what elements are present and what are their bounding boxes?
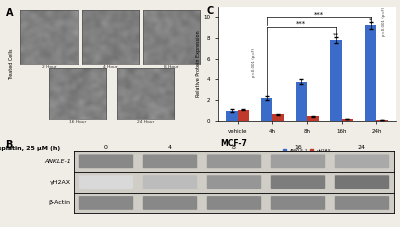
Text: 24 Hour: 24 Hour <box>136 120 154 124</box>
Text: ***: *** <box>314 11 324 17</box>
FancyBboxPatch shape <box>271 196 325 210</box>
Bar <box>307 116 318 121</box>
Bar <box>296 81 307 121</box>
FancyBboxPatch shape <box>143 196 197 210</box>
Text: *: * <box>369 18 372 23</box>
FancyBboxPatch shape <box>143 154 197 168</box>
FancyBboxPatch shape <box>271 175 325 189</box>
FancyBboxPatch shape <box>271 154 325 168</box>
Text: γH2AX: γH2AX <box>50 180 71 185</box>
Text: 4 Hour: 4 Hour <box>103 65 118 69</box>
Text: Treated Cells: Treated Cells <box>9 48 14 80</box>
FancyBboxPatch shape <box>335 196 389 210</box>
Text: A: A <box>6 8 14 18</box>
Text: B: B <box>5 140 12 150</box>
Y-axis label: Relative Protein Expression: Relative Protein Expression <box>196 31 201 97</box>
FancyBboxPatch shape <box>79 175 133 189</box>
FancyBboxPatch shape <box>335 175 389 189</box>
Text: p<0.001 (p=F): p<0.001 (p=F) <box>252 48 256 77</box>
Text: ANKLE-1: ANKLE-1 <box>44 159 71 164</box>
Text: 2 Hour: 2 Hour <box>42 65 56 69</box>
Bar <box>365 25 376 121</box>
FancyBboxPatch shape <box>79 196 133 210</box>
Text: 16 Hour: 16 Hour <box>69 120 86 124</box>
FancyBboxPatch shape <box>79 154 133 168</box>
Bar <box>342 119 353 121</box>
FancyBboxPatch shape <box>207 175 261 189</box>
Text: Cisplatin, 25 μM (h): Cisplatin, 25 μM (h) <box>0 146 60 151</box>
Text: 4: 4 <box>168 146 172 151</box>
Bar <box>226 111 238 121</box>
Text: β-Actin: β-Actin <box>49 200 71 205</box>
FancyBboxPatch shape <box>143 175 197 189</box>
FancyBboxPatch shape <box>335 154 389 168</box>
Bar <box>272 114 284 121</box>
Text: p<0.001 (p=F): p<0.001 (p=F) <box>382 7 386 36</box>
Text: 16: 16 <box>294 146 302 151</box>
Legend: ANKLE-1, γH2AX: ANKLE-1, γH2AX <box>281 148 333 155</box>
Bar <box>261 98 272 121</box>
Text: **: ** <box>333 32 339 37</box>
Text: 24: 24 <box>358 146 366 151</box>
Text: C: C <box>206 6 213 16</box>
Bar <box>238 109 249 121</box>
Text: MCF-7: MCF-7 <box>220 138 248 148</box>
Text: 0: 0 <box>104 146 108 151</box>
FancyBboxPatch shape <box>207 196 261 210</box>
Text: ***: *** <box>296 21 306 27</box>
Bar <box>330 40 342 121</box>
Text: 8 Hour: 8 Hour <box>164 65 179 69</box>
FancyBboxPatch shape <box>207 154 261 168</box>
Bar <box>376 120 388 121</box>
Text: 8: 8 <box>232 146 236 151</box>
